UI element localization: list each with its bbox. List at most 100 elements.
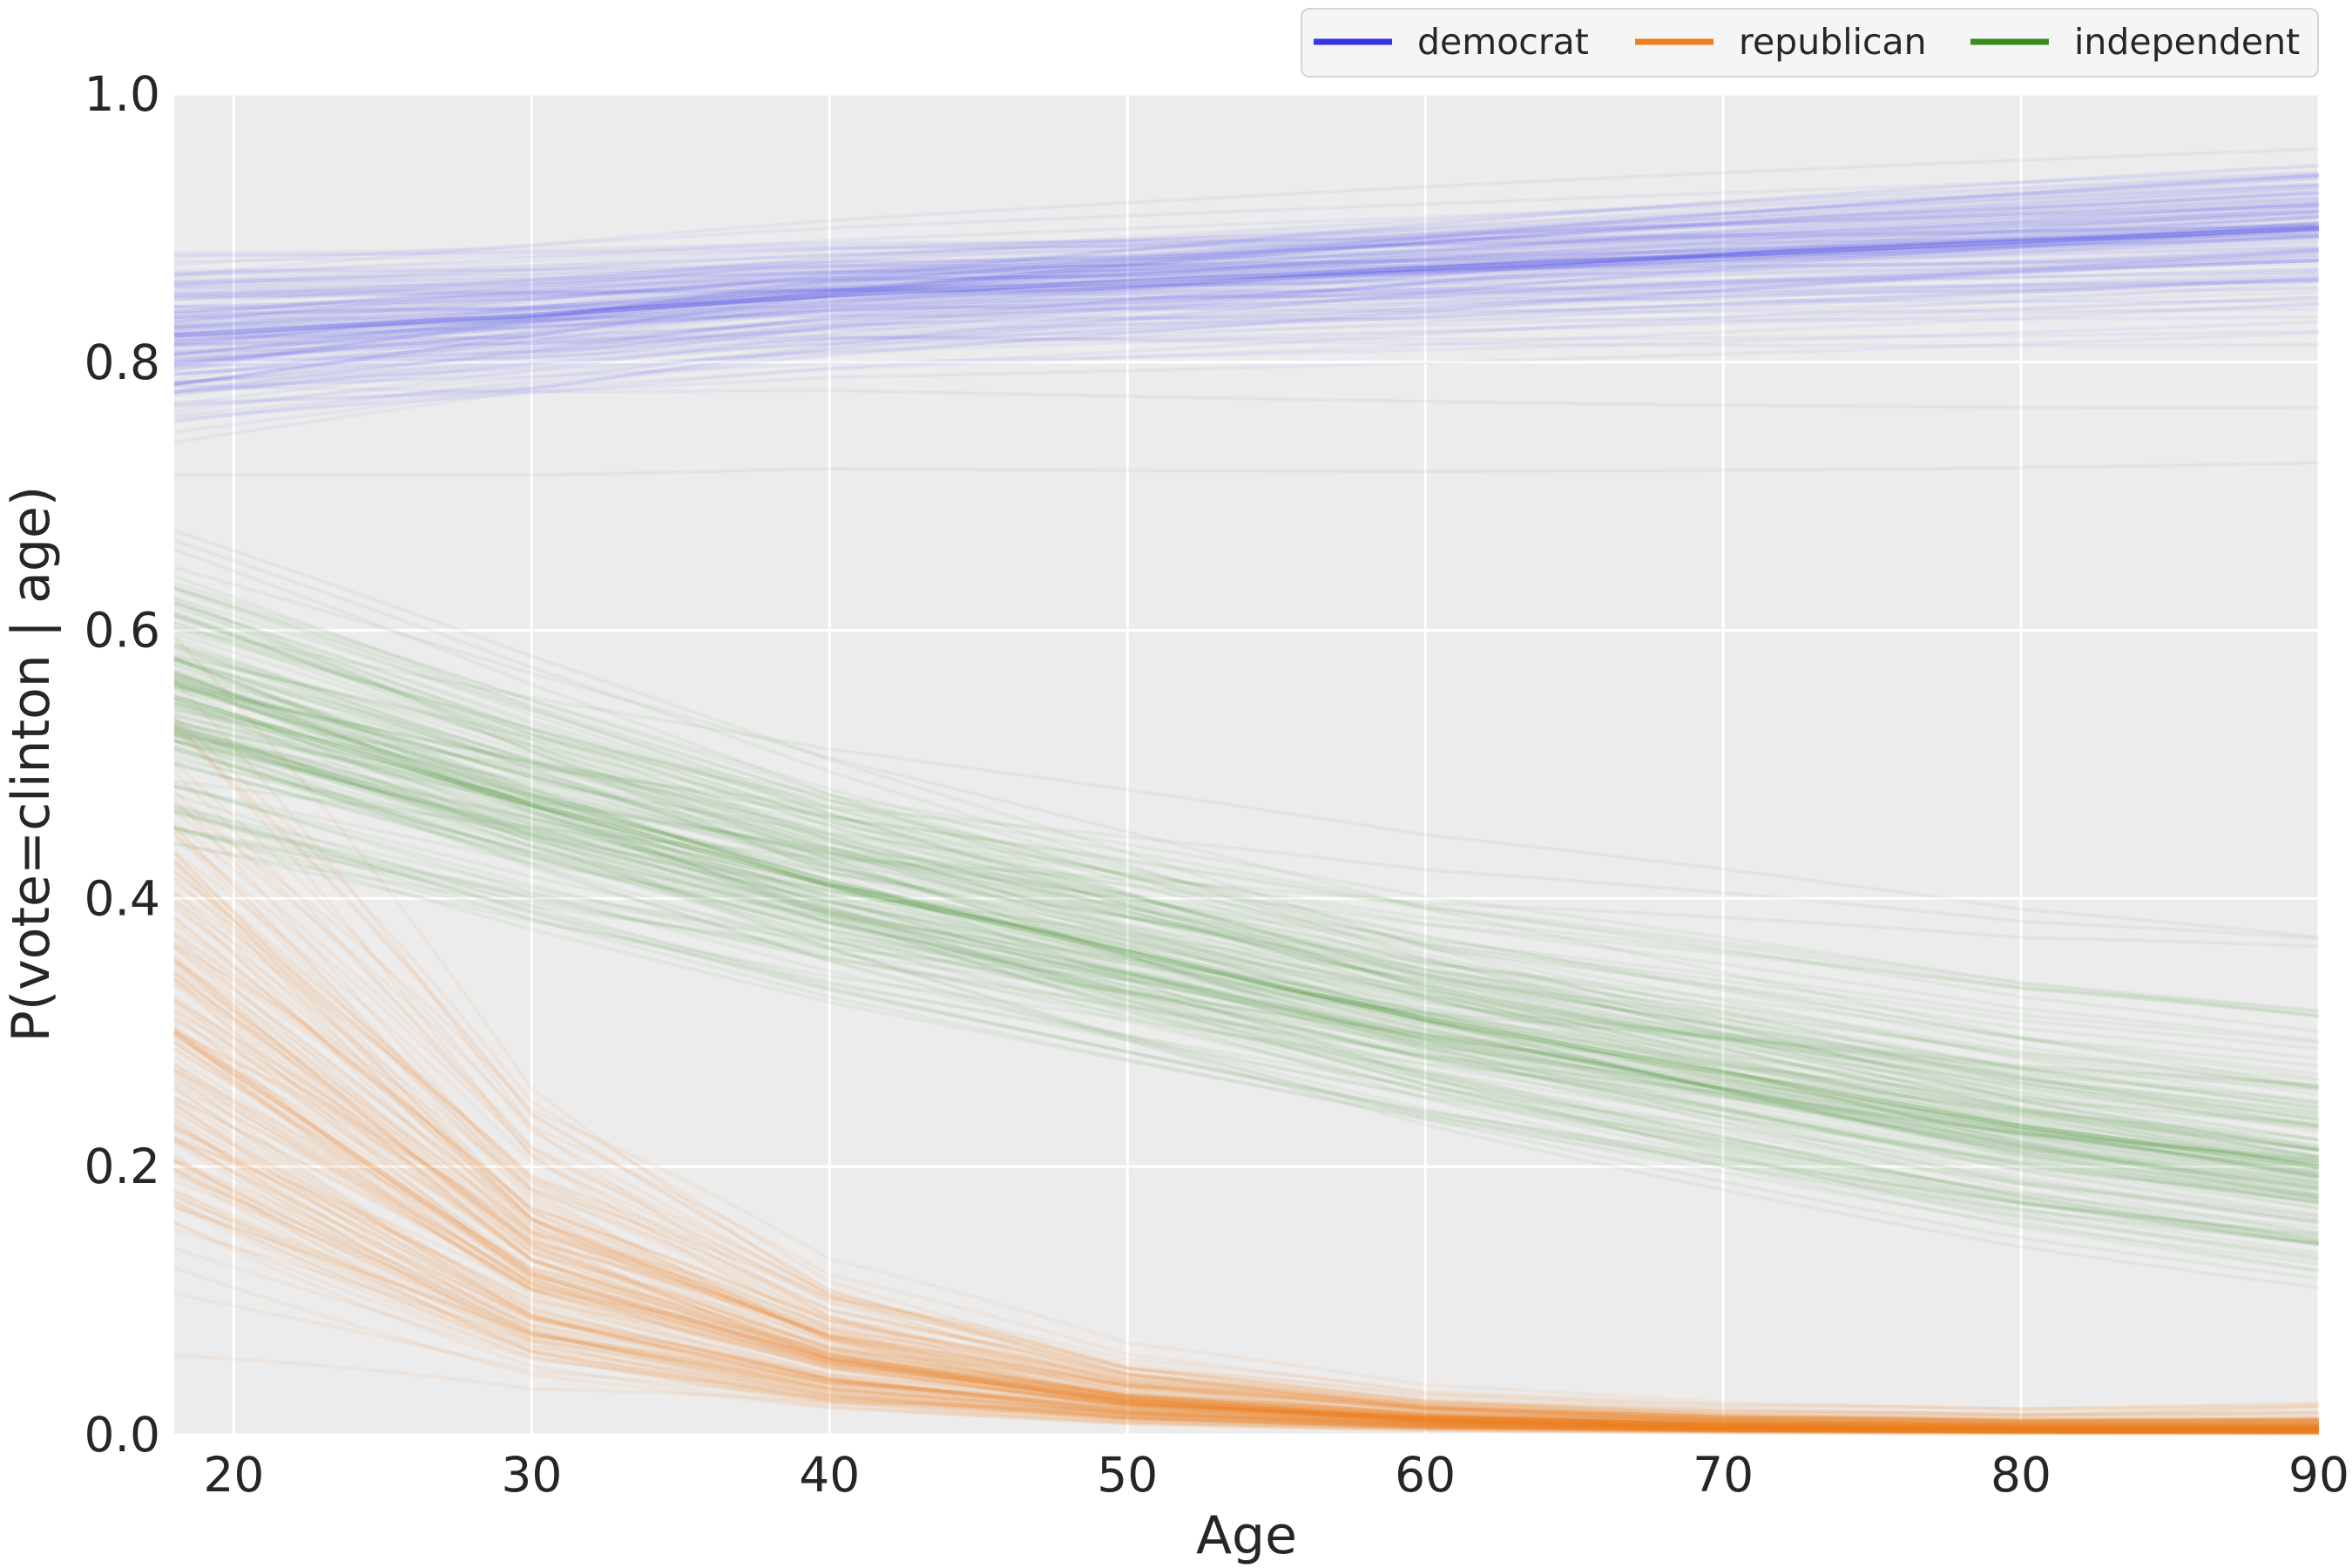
draw-line-republican <box>172 1104 2320 1433</box>
draw-line-independent <box>173 740 2320 1068</box>
draw-line-independent <box>173 805 2320 1238</box>
draw-line-independent <box>173 708 2320 1017</box>
draw-line-republican <box>172 1087 2320 1433</box>
draw-line-democrat <box>173 214 2320 396</box>
draw-line-democrat <box>173 234 2320 385</box>
legend-label-independent: independent <box>2074 21 2300 63</box>
draw-line-republican <box>172 930 2320 1424</box>
draw-line-democrat <box>173 204 2320 287</box>
draw-line-democrat <box>173 227 2320 284</box>
draw-line-republican <box>172 960 2319 1427</box>
draw-line-democrat <box>173 184 2320 316</box>
y-tick-label: 1.0 <box>84 66 160 122</box>
draw-line-independent <box>173 645 2320 1201</box>
draw-line-republican <box>172 1121 2319 1432</box>
draw-line-republican <box>173 1028 2320 1418</box>
draw-line-independent <box>173 672 2320 1077</box>
draw-line-democrat <box>173 201 2320 394</box>
draw-line-independent <box>173 621 2320 1142</box>
grid-lines <box>174 92 2321 1436</box>
draw-line-democrat <box>173 245 2320 301</box>
draw-line-independent <box>173 733 2320 1177</box>
series-independent <box>173 529 2320 1290</box>
draw-line-democrat <box>173 240 2320 319</box>
draw-line-republican <box>172 939 2320 1423</box>
draw-line-republican <box>173 1116 2319 1431</box>
draw-line-republican <box>172 1103 2319 1432</box>
draw-line-democrat <box>173 461 2320 477</box>
draw-line-democrat <box>173 184 2320 368</box>
draw-line-republican <box>173 1068 2320 1423</box>
draw-line-republican <box>172 1169 2319 1436</box>
draw-line-republican <box>172 982 2319 1432</box>
draw-line-republican <box>173 1125 2319 1431</box>
draw-line-republican <box>172 1134 2319 1435</box>
draw-line-democrat <box>173 209 2320 314</box>
draw-line-republican <box>172 870 2320 1424</box>
mean-line-republican <box>172 1030 2319 1431</box>
draw-line-independent <box>173 649 2320 1081</box>
draw-line-republican <box>172 1030 2319 1435</box>
draw-line-democrat <box>173 209 2320 406</box>
draw-line-republican <box>172 1071 2320 1435</box>
draw-line-republican <box>172 678 2320 1434</box>
draw-line-republican <box>173 1034 2320 1423</box>
draw-line-republican <box>172 923 2320 1426</box>
draw-line-republican <box>172 907 2320 1422</box>
y-tick-label: 0.8 <box>84 335 160 390</box>
posterior-draws <box>172 147 2320 1436</box>
draw-line-independent <box>173 754 2320 1166</box>
draw-line-independent <box>173 683 2320 1177</box>
draw-line-democrat <box>173 275 2320 395</box>
draw-line-republican <box>173 1139 2319 1431</box>
draw-line-democrat <box>173 240 2320 287</box>
draw-line-independent <box>173 731 2320 1173</box>
draw-line-democrat <box>173 204 2320 314</box>
draw-line-independent <box>173 703 2320 1191</box>
draw-line-democrat <box>173 190 2320 386</box>
draw-line-independent <box>173 600 2320 1211</box>
x-tick-label: 20 <box>203 1447 264 1503</box>
draw-line-republican <box>172 916 2319 1429</box>
draw-line-democrat <box>173 301 2320 408</box>
draw-line-democrat <box>173 280 2320 420</box>
draw-line-republican <box>173 1188 2320 1432</box>
draw-line-independent <box>173 739 2320 1258</box>
draw-line-independent <box>173 684 2320 1176</box>
draw-line-democrat <box>173 210 2320 345</box>
draw-line-independent <box>173 585 2320 1129</box>
draw-line-independent <box>173 657 2320 1112</box>
draw-line-democrat <box>173 233 2320 335</box>
draw-line-republican <box>173 1168 2319 1432</box>
draw-line-republican <box>172 895 2320 1434</box>
draw-line-democrat <box>173 330 2320 404</box>
draw-line-republican <box>173 1159 2319 1433</box>
draw-line-independent <box>173 669 2320 1255</box>
draw-line-independent <box>173 785 2320 1103</box>
draw-line-democrat <box>173 186 2320 356</box>
draw-line-independent <box>173 700 2320 1184</box>
draw-line-democrat <box>173 224 2320 423</box>
draw-line-independent <box>173 727 2320 1159</box>
draw-line-republican <box>172 860 2319 1427</box>
draw-line-independent <box>173 739 2320 1119</box>
x-tick-label: 80 <box>1990 1447 2051 1503</box>
draw-line-republican <box>173 1159 2319 1432</box>
draw-line-republican <box>172 761 2319 1428</box>
x-tick-label: 30 <box>501 1447 562 1503</box>
draw-line-republican <box>172 1099 2320 1436</box>
draw-line-republican <box>173 1018 2320 1416</box>
draw-line-independent <box>173 784 2320 1163</box>
draw-line-democrat <box>173 183 2320 308</box>
draw-line-republican <box>173 1189 2319 1433</box>
draw-line-independent <box>173 682 2320 1211</box>
draw-line-republican <box>172 956 2319 1432</box>
draw-line-independent <box>173 614 2320 1163</box>
draw-line-democrat <box>173 261 2320 290</box>
draw-line-independent <box>173 793 2320 1246</box>
draw-line-democrat <box>173 207 2320 323</box>
draw-line-democrat <box>173 215 2320 414</box>
y-tick-label: 0.4 <box>84 870 160 926</box>
draw-line-independent <box>173 726 2320 1122</box>
draw-line-republican <box>172 946 2320 1426</box>
